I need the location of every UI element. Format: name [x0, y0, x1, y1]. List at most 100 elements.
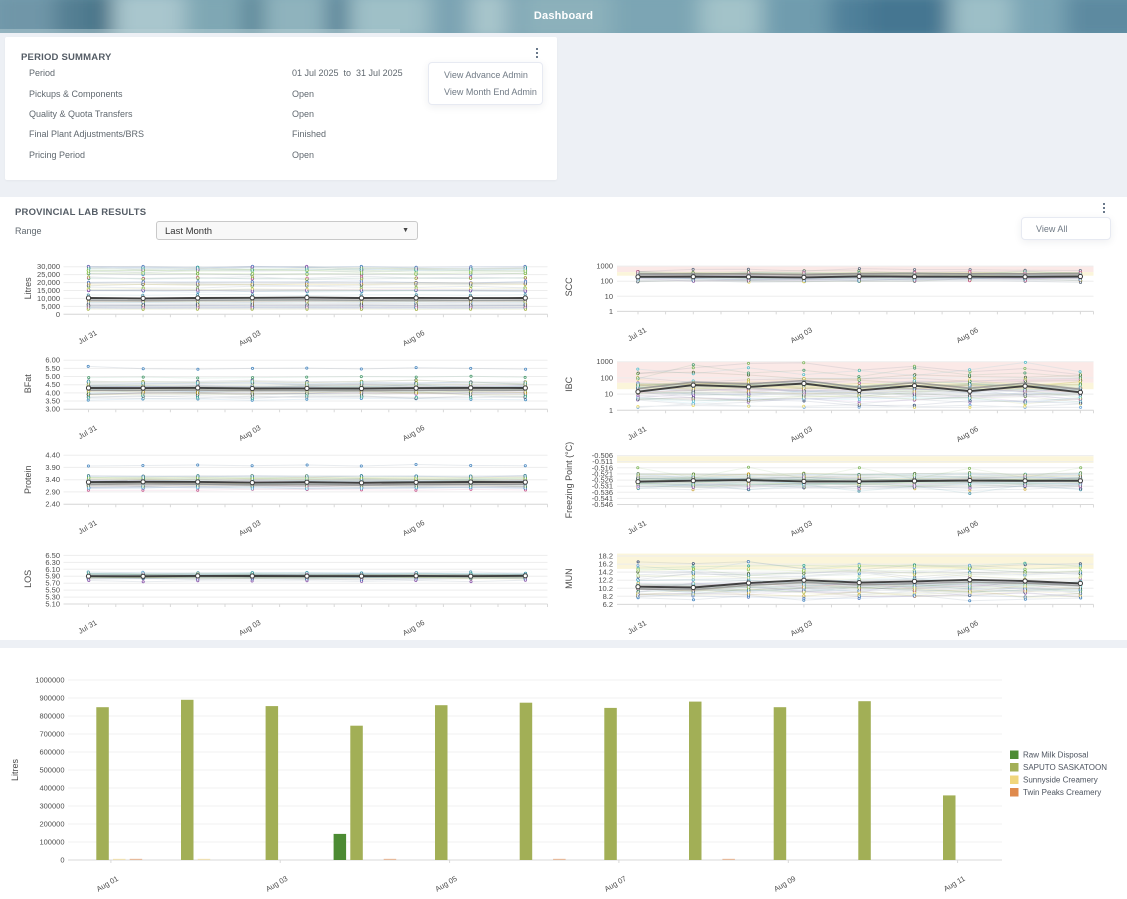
svg-text:3.90: 3.90 [45, 463, 60, 472]
svg-text:Aug 06: Aug 06 [401, 423, 426, 443]
svg-text:Jul 31: Jul 31 [626, 618, 648, 636]
svg-text:800000: 800000 [39, 712, 64, 721]
svg-text:6.00: 6.00 [45, 356, 60, 365]
svg-text:100: 100 [600, 373, 613, 382]
svg-text:-0.511: -0.511 [592, 457, 613, 466]
svg-text:5.00: 5.00 [45, 372, 60, 381]
svg-text:2.90: 2.90 [45, 487, 60, 496]
svg-text:Aug 03: Aug 03 [237, 618, 262, 638]
svg-text:6.10: 6.10 [45, 565, 60, 574]
svg-text:Litres: Litres [10, 759, 20, 782]
svg-text:-0.531: -0.531 [592, 482, 613, 491]
svg-text:10: 10 [605, 390, 613, 399]
svg-text:Aug 06: Aug 06 [955, 424, 980, 444]
svg-text:14.2: 14.2 [598, 568, 613, 577]
svg-text:Aug 06: Aug 06 [401, 328, 426, 348]
svg-text:-0.526: -0.526 [592, 476, 613, 485]
svg-text:Aug 03: Aug 03 [789, 424, 814, 444]
svg-text:6.50: 6.50 [45, 551, 60, 560]
svg-text:Aug 11: Aug 11 [942, 874, 967, 893]
svg-text:Aug 03: Aug 03 [264, 874, 289, 894]
svg-text:10: 10 [605, 292, 613, 301]
svg-text:-0.541: -0.541 [592, 494, 613, 503]
svg-text:30,000: 30,000 [37, 262, 60, 271]
svg-text:Aug 03: Aug 03 [789, 518, 814, 538]
svg-text:BFat: BFat [23, 374, 33, 394]
svg-text:Aug 06: Aug 06 [401, 518, 426, 538]
svg-text:0: 0 [56, 310, 60, 319]
svg-text:3.00: 3.00 [45, 405, 60, 414]
svg-text:10,000: 10,000 [37, 294, 60, 303]
svg-text:LOS: LOS [23, 570, 33, 588]
svg-text:5.50: 5.50 [45, 364, 60, 373]
svg-text:-0.506: -0.506 [592, 451, 613, 460]
svg-text:MUN: MUN [564, 568, 574, 589]
svg-text:Aug 06: Aug 06 [401, 618, 426, 638]
svg-text:Jul 31: Jul 31 [77, 423, 99, 441]
svg-text:Jul 31: Jul 31 [77, 618, 99, 636]
svg-text:Aug 06: Aug 06 [955, 325, 980, 345]
svg-text:300000: 300000 [39, 802, 64, 811]
svg-text:1000: 1000 [596, 262, 613, 271]
svg-text:Aug 05: Aug 05 [434, 874, 459, 894]
svg-text:6.2: 6.2 [603, 600, 613, 609]
svg-text:Protein: Protein [23, 465, 33, 494]
svg-text:1: 1 [609, 307, 613, 316]
svg-text:25,000: 25,000 [37, 270, 60, 279]
svg-text:16.2: 16.2 [598, 560, 613, 569]
svg-text:Raw Milk Disposal: Raw Milk Disposal [1023, 751, 1089, 760]
svg-text:Jul 31: Jul 31 [626, 325, 648, 343]
svg-text:3.50: 3.50 [45, 397, 60, 406]
svg-text:900000: 900000 [39, 694, 64, 703]
svg-text:-0.516: -0.516 [592, 463, 613, 472]
svg-text:Aug 03: Aug 03 [789, 325, 814, 345]
svg-text:4.50: 4.50 [45, 380, 60, 389]
svg-text:6.30: 6.30 [45, 558, 60, 567]
svg-text:Aug 07: Aug 07 [603, 874, 628, 894]
svg-text:Aug 09: Aug 09 [772, 874, 797, 894]
svg-text:5.70: 5.70 [45, 579, 60, 588]
svg-text:Aug 03: Aug 03 [789, 618, 814, 638]
svg-text:4.40: 4.40 [45, 451, 60, 460]
svg-text:5.50: 5.50 [45, 586, 60, 595]
svg-text:5.10: 5.10 [45, 600, 60, 609]
svg-text:SAPUTO SASKATOON: SAPUTO SASKATOON [1023, 763, 1107, 772]
svg-text:Aug 03: Aug 03 [237, 423, 262, 443]
svg-text:Sunnyside Creamery: Sunnyside Creamery [1023, 776, 1098, 785]
svg-text:Twin Peaks Creamery: Twin Peaks Creamery [1023, 788, 1101, 797]
svg-text:Aug 01: Aug 01 [95, 874, 120, 894]
svg-text:5.30: 5.30 [45, 593, 60, 602]
svg-text:Litres: Litres [23, 277, 33, 300]
svg-text:Freezing Point (°C): Freezing Point (°C) [564, 442, 574, 519]
svg-text:4.00: 4.00 [45, 388, 60, 397]
svg-text:500000: 500000 [39, 766, 64, 775]
svg-text:12.2: 12.2 [598, 576, 613, 585]
svg-text:5,000: 5,000 [41, 302, 60, 311]
svg-text:1000000: 1000000 [35, 676, 64, 685]
svg-text:20,000: 20,000 [37, 278, 60, 287]
svg-text:3.40: 3.40 [45, 475, 60, 484]
svg-text:100000: 100000 [39, 838, 64, 847]
svg-text:10.2: 10.2 [598, 584, 613, 593]
svg-text:IBC: IBC [564, 376, 574, 392]
svg-text:Jul 31: Jul 31 [626, 518, 648, 536]
svg-text:Aug 03: Aug 03 [237, 328, 262, 348]
svg-text:8.2: 8.2 [603, 592, 613, 601]
svg-text:2.40: 2.40 [45, 500, 60, 509]
svg-text:18.2: 18.2 [598, 552, 613, 561]
svg-text:400000: 400000 [39, 784, 64, 793]
svg-text:Jul 31: Jul 31 [77, 328, 99, 346]
svg-text:Jul 31: Jul 31 [626, 424, 648, 442]
svg-text:200000: 200000 [39, 820, 64, 829]
svg-text:0: 0 [60, 856, 64, 865]
svg-text:-0.521: -0.521 [592, 469, 613, 478]
svg-text:-0.536: -0.536 [592, 488, 613, 497]
svg-text:700000: 700000 [39, 730, 64, 739]
svg-text:600000: 600000 [39, 748, 64, 757]
svg-text:1: 1 [609, 406, 613, 415]
svg-text:Aug 06: Aug 06 [955, 618, 980, 638]
svg-text:Jul 31: Jul 31 [77, 518, 99, 536]
svg-text:-0.546: -0.546 [592, 500, 613, 509]
svg-text:1000: 1000 [596, 357, 613, 366]
svg-text:100: 100 [600, 277, 613, 286]
